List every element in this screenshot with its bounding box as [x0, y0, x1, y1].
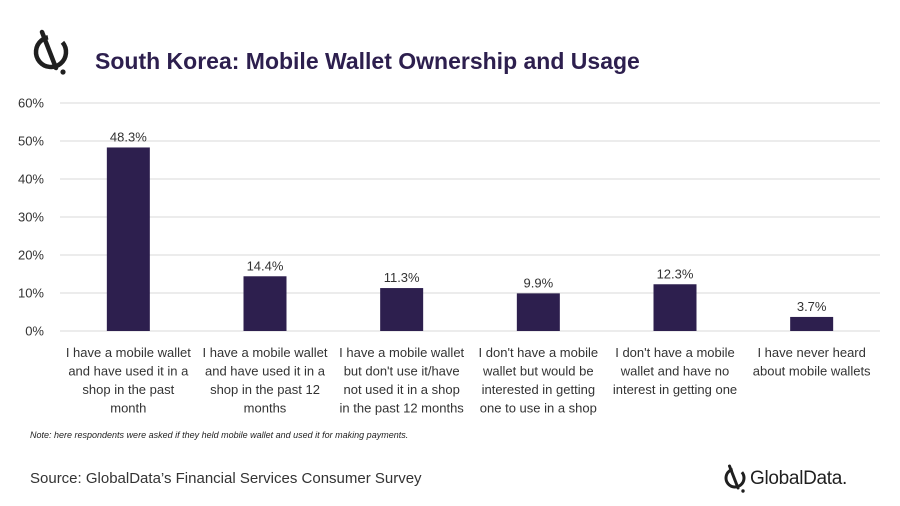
y-tick-label: 40% — [18, 172, 44, 187]
x-tick-label: one to use in a shop — [480, 401, 597, 416]
bar — [380, 288, 424, 331]
x-tick-label: I have a mobile wallet — [202, 345, 327, 360]
x-tick-label: wallet but would be — [482, 364, 594, 379]
x-tick-label: and have used it in a — [205, 364, 326, 379]
bar — [653, 284, 697, 331]
y-tick-label: 30% — [18, 210, 44, 225]
bar — [790, 316, 834, 331]
x-tick-label: in the past 12 months — [340, 401, 465, 416]
y-tick-label: 60% — [18, 96, 44, 111]
x-tick-label: I don't have a mobile — [615, 345, 735, 360]
x-tick-label: interest in getting one — [613, 382, 737, 397]
data-label: 11.3% — [384, 270, 420, 285]
x-tick-label: months — [244, 401, 287, 416]
data-label: 3.7% — [797, 299, 827, 314]
y-tick-label: 20% — [18, 248, 44, 263]
y-tick-label: 10% — [18, 286, 44, 301]
brand-name: GlobalData. — [750, 468, 848, 489]
x-tick-label: I don't have a mobile — [479, 345, 599, 360]
bar — [243, 276, 287, 331]
x-tick-label: about mobile wallets — [753, 364, 871, 379]
x-tick-label: interested in getting — [482, 382, 595, 397]
x-tick-label: not used it in a shop — [343, 382, 459, 397]
x-tick-label: wallet and have no — [620, 364, 729, 379]
survey-note: Note: here respondents were asked if the… — [30, 430, 409, 440]
page-title: South Korea: Mobile Wallet Ownership and… — [95, 48, 640, 74]
x-tick-label: but don't use it/have — [344, 364, 460, 379]
x-tick-label: I have never heard — [757, 345, 865, 360]
bar — [106, 147, 150, 331]
x-tick-label: month — [110, 401, 146, 416]
x-tick-label: I have a mobile wallet — [339, 345, 464, 360]
bar-chart: 0% 10% 20% 30% 40% 50% 60% 48.3% I have a mobile… — [0, 90, 900, 430]
data-label: 12.3% — [657, 266, 694, 281]
x-tick-label: and have used it in a — [68, 364, 189, 379]
y-tick-label: 50% — [18, 134, 44, 149]
data-label: 9.9% — [524, 275, 554, 290]
chart-svg: 0% 10% 20% 30% 40% 50% 60% 48.3% I have a mobile… — [18, 96, 880, 416]
header: South Korea: Mobile Wallet Ownership and… — [0, 0, 900, 90]
bar — [516, 293, 560, 331]
x-tick-label: shop in the past 12 — [210, 382, 320, 397]
data-label: 48.3% — [110, 129, 147, 144]
x-tick-label: shop in the past — [82, 382, 174, 397]
y-tick-label: 0% — [25, 324, 44, 339]
brand-logo: GlobalData. — [722, 462, 872, 496]
data-label: 14.4% — [247, 258, 284, 273]
globaldata-logo-icon — [33, 29, 69, 75]
globaldata-logo-icon — [724, 464, 746, 493]
x-tick-label: I have a mobile wallet — [66, 345, 191, 360]
source-text: Source: GlobalData’s Financial Services … — [30, 470, 422, 487]
